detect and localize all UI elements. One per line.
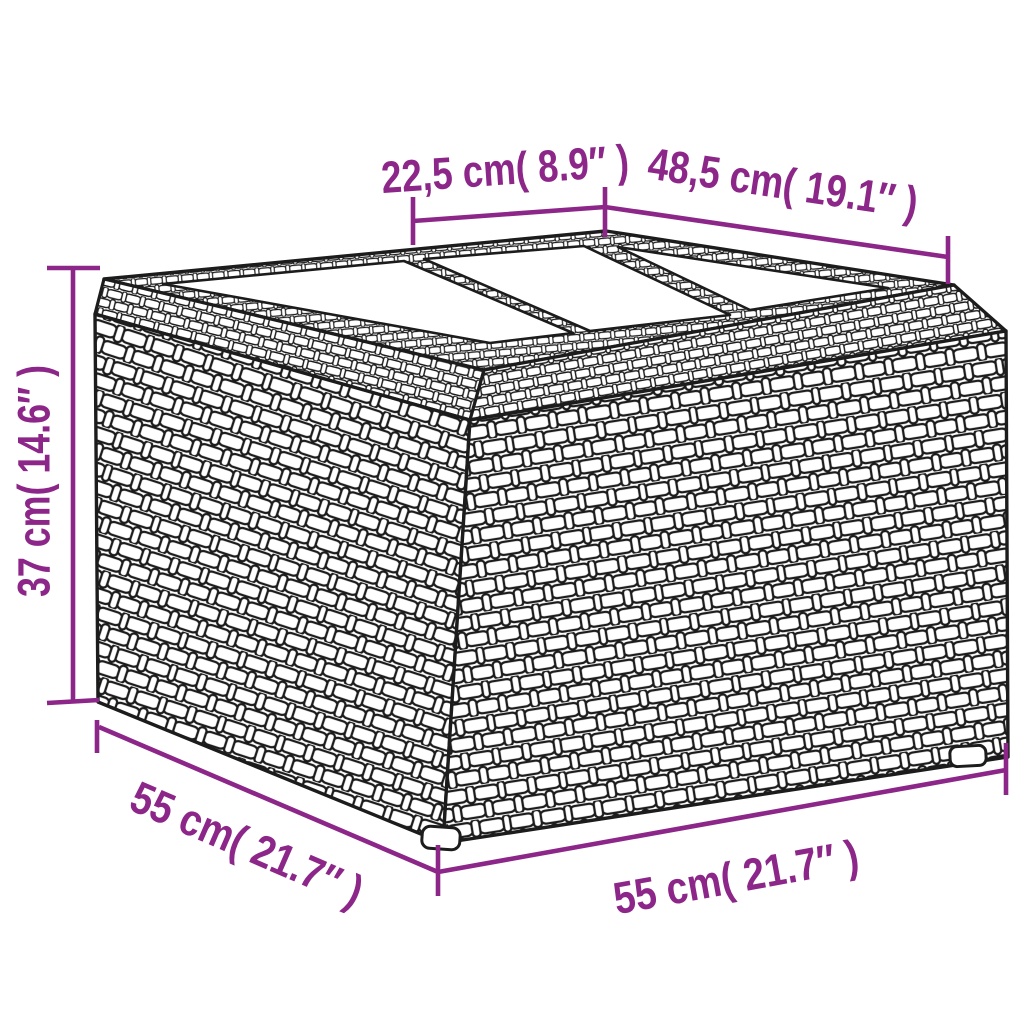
glass-panel-right	[616, 245, 890, 312]
dim-tick-height-bottom	[46, 697, 100, 706]
table-foot-right	[948, 743, 988, 769]
glass-panel-left	[161, 259, 575, 345]
dim-label-glass-panel-width: 22,5 cm( 8.9″ )	[380, 135, 631, 203]
dim-line-depth	[98, 724, 439, 875]
table-foot-front	[420, 824, 462, 852]
dim-label-glass-panel-length: 48,5 cm( 19.1″ )	[645, 138, 922, 229]
dim-label-height: 37 cm( 14.6″ )	[9, 365, 60, 597]
dim-line-width	[437, 767, 1007, 875]
dimension-annotations	[46, 187, 1009, 896]
glass-panel-middle	[422, 244, 732, 333]
dim-label-width: 55 cm( 21.7″ )	[609, 830, 862, 925]
rattan-table-drawing	[93, 229, 1010, 852]
